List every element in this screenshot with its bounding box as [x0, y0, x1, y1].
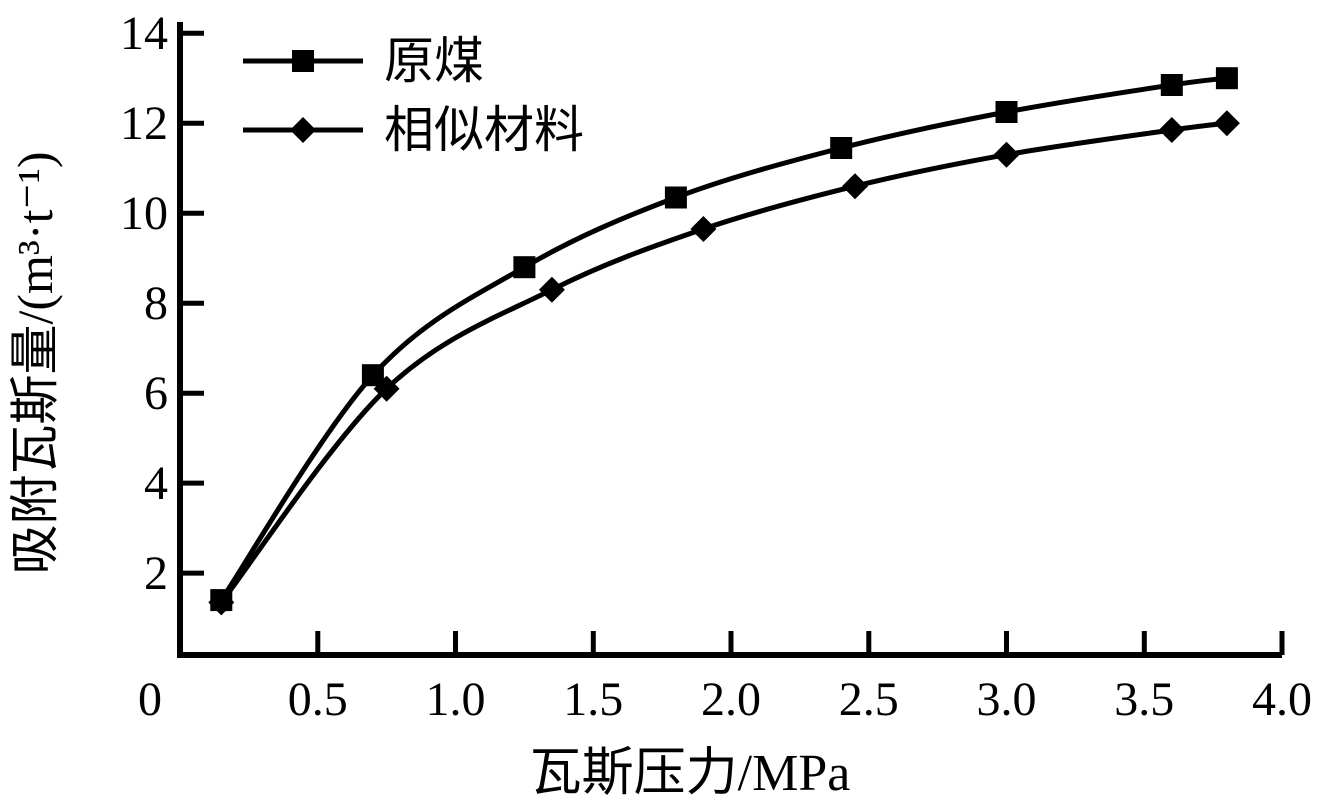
square-marker — [664, 186, 687, 209]
y-axis-tick-label: 10 — [120, 187, 168, 240]
diamond-marker — [1158, 117, 1185, 143]
axis-spines — [177, 22, 1282, 658]
y-axis-title: 吸附瓦斯量/(m³·t⁻¹) — [7, 152, 63, 575]
series-0 — [210, 67, 1238, 612]
diamond-marker — [993, 141, 1020, 168]
series-0-line — [218, 75, 1230, 603]
x-axis-tick-label: 0.5 — [288, 673, 348, 726]
legend-item-1: 相似材料 — [243, 102, 584, 158]
square-marker — [995, 101, 1018, 123]
diamond-marker — [373, 375, 400, 402]
legend-item-0: 原煤 — [243, 33, 484, 89]
legend-label: 相似材料 — [384, 102, 584, 158]
x-axis-title: 瓦斯压力/MPa — [530, 745, 851, 802]
y-axis-tick-label: 14 — [120, 7, 168, 60]
square-marker — [513, 256, 536, 279]
x-axis-tick-label: 3.0 — [977, 673, 1037, 726]
y-axis-tick-label: 8 — [144, 277, 168, 330]
square-marker — [361, 364, 384, 387]
diamond-marker — [1213, 110, 1240, 137]
diamond-marker-icon — [290, 117, 316, 143]
square-marker — [830, 137, 853, 159]
y-axis-tick-label: 2 — [144, 547, 168, 600]
series-1 — [208, 110, 1240, 616]
y-axis-tick-label: 12 — [120, 97, 168, 150]
series-1-line — [218, 120, 1230, 605]
square-marker-icon — [292, 50, 314, 72]
x-axis-tick-label: 2.5 — [839, 673, 899, 726]
x-axis-tick-label: 1.0 — [426, 673, 486, 726]
legend-label: 原煤 — [384, 33, 484, 89]
x-axis-tick-label: 3.5 — [1114, 673, 1174, 726]
y-axis-tick-label: 4 — [144, 457, 168, 510]
diamond-marker — [690, 216, 717, 242]
diamond-marker — [538, 276, 565, 303]
x-axis-tick-label: 0 — [138, 673, 162, 726]
diamond-marker — [842, 173, 868, 200]
square-marker — [1215, 67, 1238, 90]
x-axis-tick-label: 4.0 — [1252, 673, 1312, 726]
x-axis-tick-label: 2.0 — [701, 673, 761, 726]
square-marker — [1160, 74, 1183, 96]
y-axis-tick-label: 6 — [144, 367, 168, 420]
diamond-marker — [208, 589, 235, 616]
x-axis-tick-label: 1.5 — [563, 673, 623, 726]
